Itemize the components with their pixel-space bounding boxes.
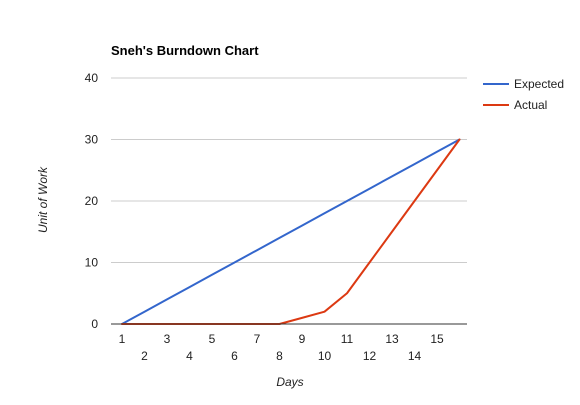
grid-layer [111,78,467,263]
series-line-expected [122,140,460,325]
chart-title: Sneh's Burndown Chart [111,43,259,58]
y-axis-title: Unit of Work [36,166,50,233]
x-tick-label-7: 7 [254,332,261,346]
x-tick-label-5: 5 [209,332,216,346]
y-tick-label-30: 30 [85,133,99,147]
x-tick-label-9: 9 [299,332,306,346]
x-tick-label-12: 12 [363,349,377,363]
x-tick-label-6: 6 [231,349,238,363]
y-tick-label-10: 10 [85,256,99,270]
legend-label-expected: Expected [514,77,564,91]
y-tick-label-20: 20 [85,194,99,208]
legend-label-actual: Actual [514,98,547,112]
x-tick-label-11: 11 [341,332,354,346]
x-tick-label-10: 10 [318,349,332,363]
x-tick-label-1: 1 [119,332,126,346]
x-tick-label-13: 13 [385,332,399,346]
y-tick-label-40: 40 [85,71,99,85]
y-tick-labels: 0 10 20 30 40 [85,71,99,331]
series-layer [122,139,460,324]
x-tick-label-8: 8 [276,349,283,363]
y-tick-label-0: 0 [91,317,98,331]
x-tick-label-15: 15 [430,332,444,346]
x-axis-title: Days [276,375,303,389]
x-tick-label-14: 14 [408,349,422,363]
x-tick-label-2: 2 [141,349,148,363]
legend: Expected Actual [483,77,564,112]
x-tick-label-4: 4 [186,349,193,363]
x-tick-label-3: 3 [164,332,171,346]
